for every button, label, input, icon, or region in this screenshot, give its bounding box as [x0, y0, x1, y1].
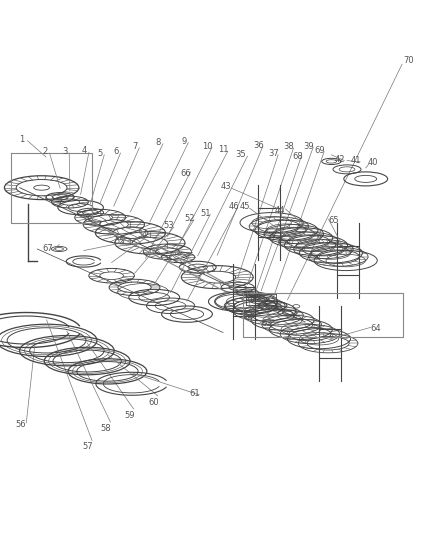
Text: 52: 52: [184, 214, 194, 223]
Text: 8: 8: [156, 138, 161, 147]
Text: 51: 51: [201, 208, 211, 217]
Text: 45: 45: [239, 203, 250, 212]
Text: 66: 66: [181, 169, 191, 177]
Text: 68: 68: [292, 151, 303, 160]
Text: 58: 58: [101, 424, 111, 433]
Text: 59: 59: [124, 411, 134, 420]
Text: 61: 61: [190, 389, 200, 398]
Text: 5: 5: [97, 149, 102, 158]
Text: 9: 9: [181, 137, 187, 146]
Text: 56: 56: [16, 419, 26, 429]
Text: 43: 43: [220, 182, 231, 191]
Text: 54: 54: [137, 230, 148, 239]
Text: 70: 70: [403, 56, 413, 65]
Text: 37: 37: [268, 149, 279, 158]
Text: 64: 64: [371, 324, 381, 333]
Text: 40: 40: [368, 158, 378, 167]
Text: 35: 35: [236, 150, 246, 159]
Text: 46: 46: [228, 201, 239, 211]
Text: 6: 6: [113, 147, 119, 156]
Text: 7: 7: [132, 142, 138, 151]
Text: 44: 44: [275, 206, 286, 215]
Text: 42: 42: [335, 155, 345, 164]
Text: 55: 55: [114, 237, 124, 246]
Text: 69: 69: [314, 146, 325, 155]
Text: 2: 2: [42, 147, 48, 156]
Text: 65: 65: [328, 216, 339, 225]
Text: 36: 36: [253, 141, 264, 150]
Text: 57: 57: [82, 442, 93, 451]
Text: 63: 63: [262, 319, 272, 328]
Text: 38: 38: [284, 142, 294, 151]
Text: 39: 39: [304, 142, 314, 150]
Text: 1: 1: [19, 135, 25, 144]
Text: 62: 62: [242, 311, 253, 320]
Text: 4: 4: [82, 147, 87, 155]
Text: 11: 11: [218, 146, 229, 155]
Text: 67: 67: [43, 245, 53, 254]
Text: 53: 53: [163, 221, 174, 230]
Text: 41: 41: [350, 156, 361, 165]
Text: 10: 10: [202, 142, 213, 150]
Text: 60: 60: [148, 398, 159, 407]
Text: 3: 3: [62, 147, 67, 156]
